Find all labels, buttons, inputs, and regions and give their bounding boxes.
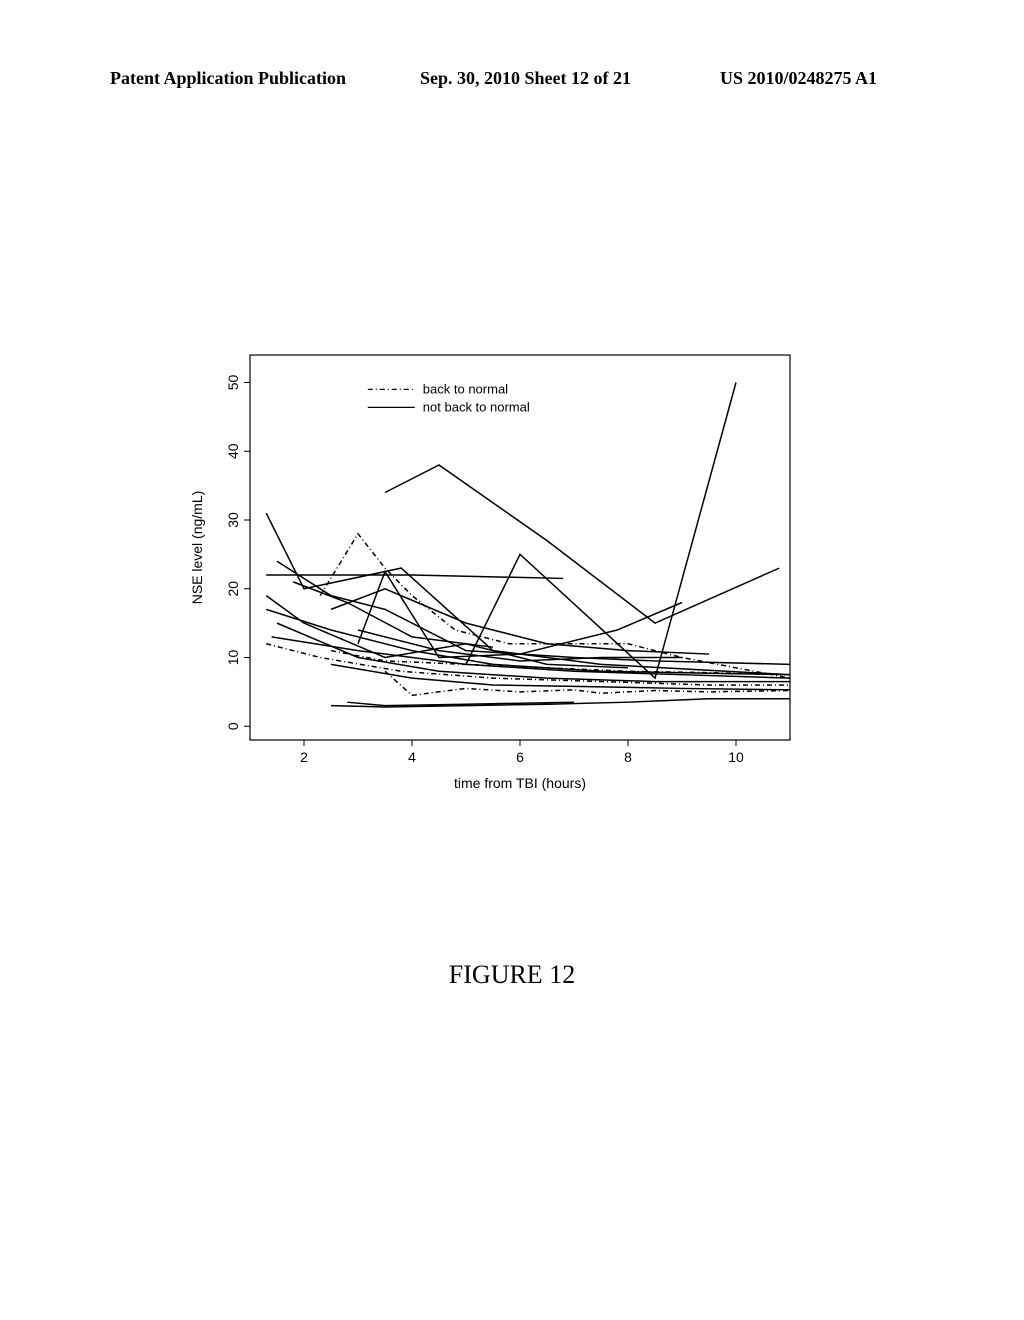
- svg-text:not back to normal: not back to normal: [423, 399, 530, 414]
- svg-text:10: 10: [225, 650, 241, 666]
- svg-text:10: 10: [728, 749, 744, 765]
- svg-text:40: 40: [225, 443, 241, 459]
- svg-text:6: 6: [516, 749, 524, 765]
- chart-svg: 2 4 6 8 10 0 10 20 30 40 50 time from TBI (hours) NS…: [170, 345, 820, 815]
- svg-text:50: 50: [225, 375, 241, 391]
- header-patent-number: US 2010/0248275 A1: [720, 68, 877, 89]
- svg-text:8: 8: [624, 749, 632, 765]
- header-date-sheet: Sep. 30, 2010 Sheet 12 of 21: [420, 68, 631, 89]
- svg-text:time from TBI (hours): time from TBI (hours): [454, 775, 586, 791]
- figure-caption: FIGURE 12: [0, 960, 1024, 990]
- nse-chart: 2 4 6 8 10 0 10 20 30 40 50 time from TBI (hours) NS…: [170, 345, 820, 815]
- svg-text:2: 2: [300, 749, 308, 765]
- svg-text:0: 0: [225, 722, 241, 730]
- svg-text:back to normal: back to normal: [423, 381, 508, 396]
- svg-text:4: 4: [408, 749, 416, 765]
- svg-text:NSE level (ng/mL): NSE level (ng/mL): [189, 491, 205, 605]
- svg-text:30: 30: [225, 512, 241, 528]
- header-publication-type: Patent Application Publication: [110, 68, 346, 89]
- svg-text:20: 20: [225, 581, 241, 597]
